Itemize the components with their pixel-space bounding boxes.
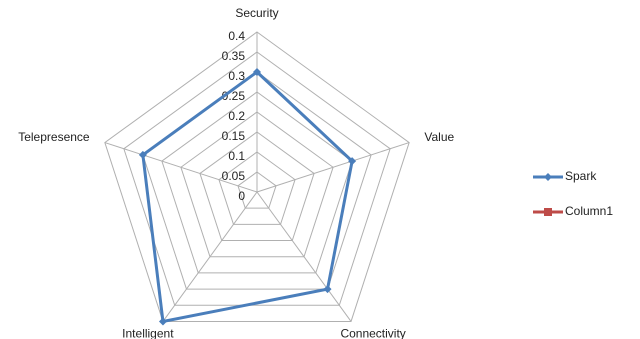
r-tick-label: 0.1 <box>228 149 245 163</box>
r-tick-label: 0.15 <box>222 129 246 143</box>
category-label: Intelligent <box>122 327 174 339</box>
grid-ring <box>161 91 353 274</box>
r-tick-label: 0.3 <box>228 69 245 83</box>
category-label: Telepresence <box>18 130 90 144</box>
category-label: Security <box>235 6 278 20</box>
grid-ring <box>199 131 315 242</box>
r-tick-label: 0.4 <box>228 29 245 43</box>
category-label: Value <box>424 130 454 144</box>
grid-ring <box>180 111 334 258</box>
data-marker <box>348 157 357 166</box>
data-marker <box>138 150 147 159</box>
axis-spoke <box>104 142 258 193</box>
axis-spoke <box>256 191 352 322</box>
r-tick-label: 0 <box>238 189 245 203</box>
series-line <box>141 70 354 324</box>
data-marker <box>253 68 261 76</box>
r-tick-label: 0.2 <box>228 109 245 123</box>
r-tick-label: 0.05 <box>222 169 246 183</box>
grid-ring <box>237 171 277 209</box>
data-marker <box>158 317 167 326</box>
r-tick-label: 0.35 <box>222 49 246 63</box>
data-marker <box>323 285 332 294</box>
legend-label: Spark <box>565 169 597 183</box>
axis-spoke <box>256 142 410 193</box>
grid-ring <box>104 31 410 322</box>
grid-ring <box>218 151 296 225</box>
grid-ring <box>123 51 391 306</box>
legend-marker <box>544 173 552 181</box>
legend-label: Column1 <box>565 204 613 218</box>
legend-marker <box>544 208 552 216</box>
axis-spoke <box>162 191 258 322</box>
category-label: Connectivity <box>340 327 405 339</box>
